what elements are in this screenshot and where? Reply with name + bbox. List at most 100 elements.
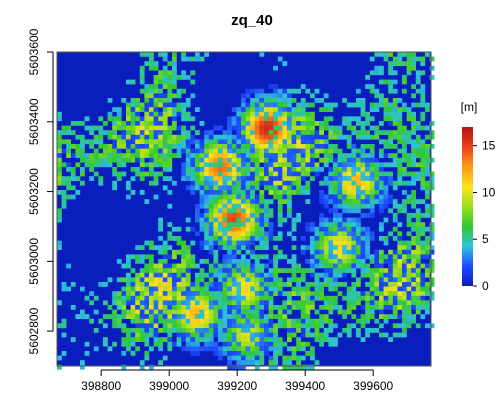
raster-cell — [218, 277, 223, 283]
raster-cell — [379, 323, 384, 329]
raster-cell — [61, 148, 67, 154]
raster-cell — [80, 309, 85, 315]
raster-cell — [328, 341, 334, 347]
raster-cell — [75, 314, 81, 319]
raster-cell — [254, 337, 260, 342]
raster-cell — [282, 199, 288, 204]
raster-cell — [162, 52, 168, 57]
raster-cell — [383, 268, 389, 273]
raster-cell — [360, 194, 366, 200]
raster-cell — [254, 93, 260, 99]
raster-cell — [425, 213, 430, 218]
raster-cell — [273, 88, 278, 94]
raster-cell — [342, 226, 347, 232]
raster-cell — [208, 231, 214, 237]
raster-cell — [282, 318, 288, 324]
raster-cell — [245, 203, 251, 209]
raster-cell — [167, 277, 173, 283]
raster-cell — [374, 254, 380, 260]
raster-cell — [388, 144, 393, 149]
raster-cell — [282, 153, 288, 158]
raster-cell — [346, 268, 352, 273]
raster-cell — [264, 167, 269, 172]
raster-cell — [259, 217, 265, 223]
raster-cell — [227, 180, 232, 186]
raster-cell — [300, 295, 306, 301]
raster-cell — [231, 125, 237, 131]
raster-cell — [231, 236, 237, 241]
raster-cell — [273, 148, 278, 154]
raster-cell — [277, 102, 283, 108]
raster-cell — [190, 190, 196, 195]
raster-cell — [259, 148, 265, 154]
raster-cell — [213, 190, 219, 195]
raster-cell — [323, 162, 329, 168]
raster-cell — [356, 162, 361, 168]
raster-cell — [392, 157, 398, 163]
raster-cell — [112, 107, 117, 112]
raster-cell — [139, 134, 145, 140]
raster-cell — [241, 364, 246, 370]
raster-cell — [222, 190, 228, 195]
raster-cell — [310, 351, 315, 356]
raster-cell — [153, 88, 159, 94]
raster-cell — [300, 185, 306, 191]
raster-cell — [112, 300, 117, 306]
raster-cell — [176, 102, 182, 108]
raster-cell — [310, 272, 315, 278]
raster-cell — [121, 171, 127, 177]
raster-cell — [429, 291, 435, 296]
raster-cell — [80, 286, 85, 292]
raster-cell — [392, 282, 398, 287]
raster-cell — [337, 162, 343, 168]
raster-cell — [162, 144, 168, 149]
raster-cell — [273, 116, 278, 122]
raster-cell — [130, 79, 136, 85]
raster-cell — [406, 52, 412, 57]
raster-cell — [425, 203, 430, 209]
raster-cell — [406, 130, 412, 135]
raster-cell — [392, 134, 398, 140]
raster-cell — [268, 144, 274, 149]
raster-cell — [268, 226, 274, 232]
raster-cell — [323, 263, 329, 269]
raster-cell — [204, 167, 209, 172]
raster-cell — [231, 259, 237, 264]
raster-cell — [190, 295, 196, 301]
raster-cell — [250, 213, 255, 218]
raster-cell — [89, 176, 94, 181]
raster-cell — [121, 157, 127, 163]
raster-cell — [162, 337, 168, 342]
raster-cell — [231, 171, 237, 177]
raster-cell — [264, 130, 269, 135]
raster-cell — [149, 93, 154, 99]
raster-cell — [296, 268, 301, 273]
raster-cell — [305, 222, 311, 227]
raster-cell — [300, 130, 306, 135]
raster-cell — [346, 254, 352, 260]
raster-cell — [259, 236, 265, 241]
raster-cell — [172, 180, 177, 186]
raster-cell — [402, 309, 407, 315]
raster-cell — [328, 286, 334, 292]
raster-cell — [415, 56, 421, 62]
raster-cell — [319, 144, 324, 149]
raster-cell — [374, 52, 380, 57]
raster-cell — [149, 332, 154, 338]
raster-cell — [158, 130, 163, 135]
raster-cell — [406, 217, 412, 223]
raster-cell — [374, 291, 380, 296]
raster-cell — [310, 139, 315, 145]
y-tick-label: 5603000 — [27, 238, 41, 285]
raster-cell — [374, 130, 380, 135]
raster-cell — [425, 107, 430, 112]
raster-cell — [172, 75, 177, 80]
raster-cell — [126, 194, 131, 200]
raster-cell — [392, 249, 398, 255]
raster-cell — [144, 355, 150, 361]
raster-cell — [66, 139, 71, 145]
raster-cell — [397, 254, 403, 260]
raster-cell — [365, 185, 370, 191]
raster-cell — [277, 121, 283, 126]
raster-cell — [144, 295, 150, 301]
